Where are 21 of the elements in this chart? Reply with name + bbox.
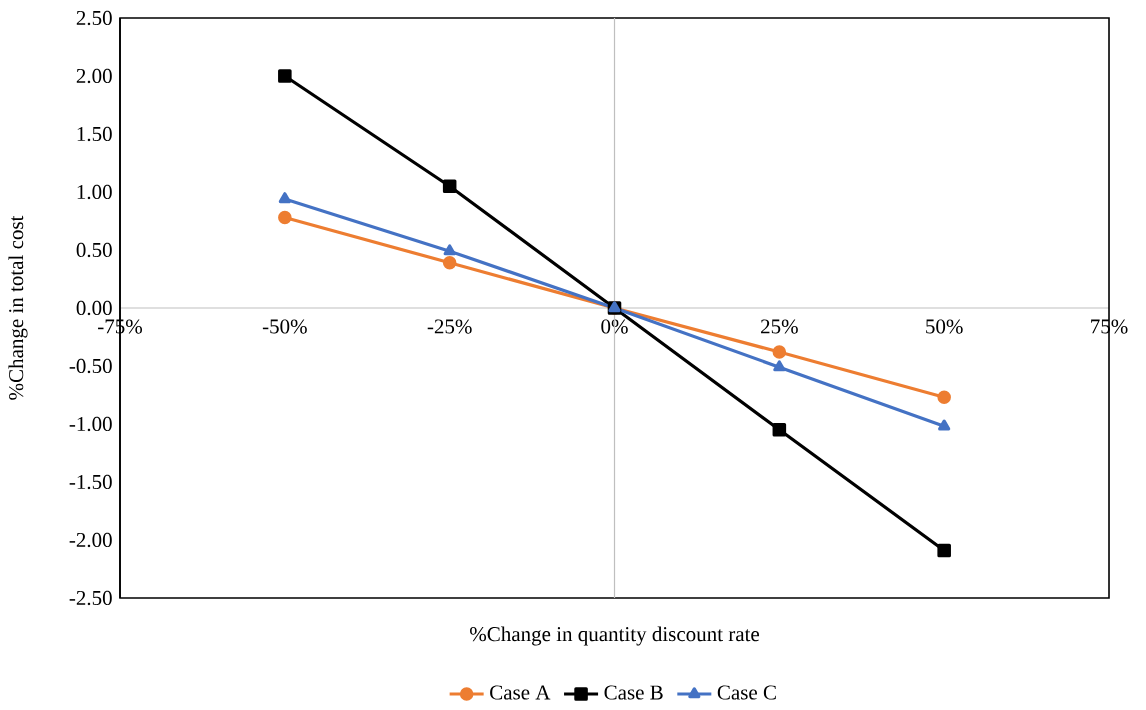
y-tick-label: -0.50	[69, 358, 112, 373]
y-tick-label: -2.50	[69, 590, 112, 605]
x-axis-title: %Change in quantity discount rate	[470, 626, 760, 646]
y-tick-label: 1.50	[77, 126, 112, 141]
y-tick-label: 1.00	[77, 184, 112, 199]
y-axis-title: %Change in total cost	[8, 215, 28, 400]
x-tick-label: -50%	[262, 319, 307, 334]
legend-label: Case B	[604, 685, 663, 700]
y-tick-label: -1.50	[69, 474, 112, 489]
x-tick-label: 50%	[926, 319, 963, 334]
legend-label: Case C	[717, 685, 776, 700]
y-tick-label: 0.50	[76, 242, 112, 257]
legend-label: Case A	[490, 685, 551, 700]
y-tick-label: -1.00	[69, 416, 112, 431]
y-tick-label: -2.00	[69, 532, 112, 547]
x-tick-label: 0%	[601, 319, 628, 334]
y-tick-label: 2.50	[76, 10, 112, 25]
x-tick-label: -25%	[427, 319, 472, 334]
y-tick-label: 0.00	[76, 300, 112, 315]
y-tick-label: 2.00	[76, 68, 112, 83]
x-tick-label: 25%	[761, 319, 798, 334]
